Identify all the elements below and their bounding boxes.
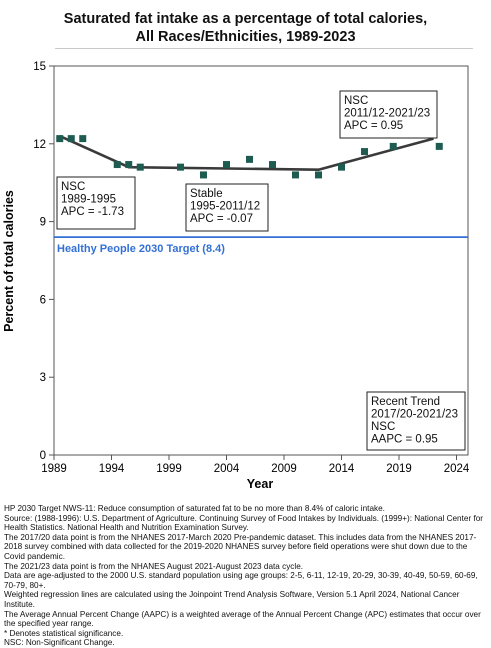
- data-point: [56, 135, 64, 143]
- annotation-text: NSC: [371, 421, 395, 433]
- footnote-line: Source: (1988-1996): U.S. Department of …: [4, 513, 483, 533]
- annotation-text: APC = -1.73: [61, 206, 124, 218]
- x-tick-label: 2009: [271, 463, 297, 475]
- annotation-text: APC = -0.07: [190, 213, 253, 225]
- data-point: [338, 163, 345, 171]
- x-tick-label: 2014: [329, 463, 355, 475]
- x-tick-label: 1989: [41, 463, 67, 475]
- data-point: [125, 161, 133, 169]
- data-point: [79, 135, 87, 143]
- annotation-box: [366, 391, 466, 451]
- data-point: [361, 148, 368, 156]
- x-tick-label: 2024: [444, 463, 470, 475]
- x-tick-label: 2004: [214, 463, 240, 475]
- y-tick-label: 12: [33, 139, 46, 151]
- annotation-text: 1995-2011/12: [190, 201, 260, 213]
- data-point: [292, 171, 299, 179]
- axes: 0 3 6 9 12 15 1989 1994 1999 2004 2009 2014 2019 2024: [33, 61, 470, 475]
- trend-layer: [59, 134, 434, 172]
- footnote-line: * Denotes statistical significance.: [4, 628, 124, 638]
- y-tick-label: 0: [40, 450, 46, 462]
- x-tick-label: 1999: [156, 463, 182, 475]
- points-layer: [56, 135, 443, 179]
- data-point: [67, 135, 75, 143]
- annotation-text: 2011/12-2021/23: [344, 108, 430, 120]
- annotation-text: Stable: [190, 188, 223, 200]
- chart-title: Saturated fat intake as a percentage of …: [0, 10, 491, 46]
- plot-frame: [53, 65, 469, 456]
- footnote-line: NSC: Non-Significant Change.: [4, 638, 115, 648]
- y-tick-label: 3: [40, 372, 46, 384]
- annotation-text: APC = 0.95: [344, 120, 403, 132]
- data-point: [177, 163, 184, 171]
- data-point: [389, 142, 397, 150]
- y-tick-label: 15: [33, 61, 46, 73]
- annotation-box: [185, 183, 269, 232]
- data-point: [246, 155, 253, 163]
- title-divider: [55, 48, 473, 49]
- y-tick-label: 9: [40, 217, 46, 229]
- annotation-text: Recent Trend: [371, 396, 440, 408]
- x-tick-label: 1994: [99, 463, 125, 475]
- joinpoint-trend-line: [59, 134, 434, 172]
- data-point: [113, 161, 121, 169]
- footnote-line: The 2017/20 data point is from the NHANE…: [4, 532, 477, 561]
- x-axis-label: Year: [247, 477, 274, 491]
- footnote-line: Weighted regression lines are calculated…: [4, 590, 460, 609]
- target-layer: Healthy People 2030 Target (8.4): [54, 236, 468, 255]
- data-point: [435, 142, 443, 150]
- data-point: [223, 161, 230, 169]
- chart-svg: 0 3 6 9 12 15 1989 1994 1999 2004 2009 2014 2019 2024…: [2, 61, 470, 491]
- annotation-text: AAPC = 0.95: [371, 434, 438, 446]
- data-point: [315, 171, 322, 179]
- annotation-text: 2017/20-2021/23: [371, 409, 458, 421]
- footnote-line: HP 2030 Target NWS-11: Reduce consumptio…: [4, 504, 385, 513]
- footnote-line: Data are age-adjusted to the 2000 U.S. s…: [4, 571, 478, 590]
- y-tick-label: 6: [40, 294, 46, 306]
- y-axis-label: Percent of total calories: [2, 190, 16, 332]
- annotation-text: NSC: [344, 95, 368, 107]
- footnote-line: The Average Annual Percent Change (AAPC)…: [4, 609, 481, 629]
- annotation-box: [56, 176, 136, 230]
- annotation-text: NSC: [61, 181, 85, 193]
- data-point: [136, 163, 144, 171]
- annotation-text: 1989-1995: [61, 194, 116, 206]
- footnote-line: The 2021/23 data point is from the NHANE…: [4, 561, 304, 571]
- annotation-box: [339, 90, 438, 139]
- chart-title-line-1: Saturated fat intake as a percentage of …: [63, 11, 428, 27]
- x-tick-label: 2019: [386, 463, 412, 475]
- chart-title-line-2: All Races/Ethnicities, 1989-2023: [135, 29, 356, 45]
- data-point: [200, 171, 207, 179]
- footnotes: HP 2030 Target NWS-11: Reduce consumptio…: [4, 504, 486, 648]
- target-label: Healthy People 2030 Target (8.4): [57, 243, 225, 255]
- data-point: [269, 161, 276, 169]
